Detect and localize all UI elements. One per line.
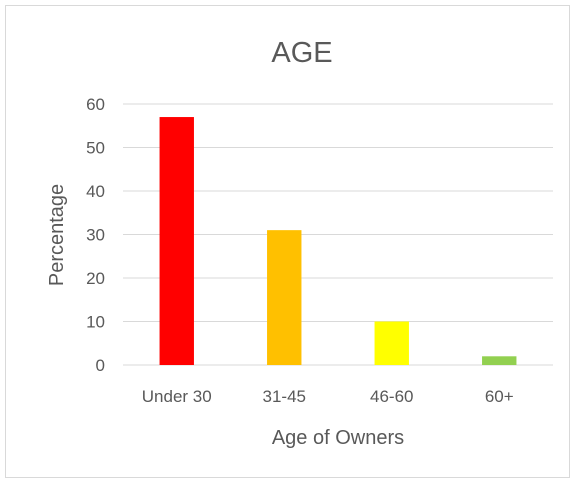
x-axis-ticks: Under 30 31-45 46-60 60+ <box>142 387 514 406</box>
x-axis-label: Age of Owners <box>272 427 404 449</box>
y-tick-label: 30 <box>86 226 105 245</box>
x-tick-label: 31-45 <box>263 387 306 406</box>
y-tick-label: 50 <box>86 139 105 158</box>
y-tick-label: 10 <box>86 313 105 332</box>
y-tick-label: 0 <box>96 356 105 375</box>
chart-title: AGE <box>271 37 332 69</box>
x-tick-label: 46-60 <box>370 387 413 406</box>
bar-31-45 <box>267 230 302 365</box>
y-axis-ticks: 0 10 20 30 40 50 60 <box>86 95 105 375</box>
bar-46-60 <box>374 321 409 365</box>
y-tick-label: 40 <box>86 182 105 201</box>
bars <box>159 117 517 365</box>
x-tick-label: Under 30 <box>142 387 212 406</box>
y-tick-label: 60 <box>86 95 105 114</box>
y-tick-label: 20 <box>86 269 105 288</box>
y-axis-label: Percentage <box>46 184 68 286</box>
x-tick-label: 60+ <box>485 387 514 406</box>
bar-60- <box>482 356 517 365</box>
bar-under-30 <box>159 117 194 365</box>
gridlines <box>123 103 553 366</box>
